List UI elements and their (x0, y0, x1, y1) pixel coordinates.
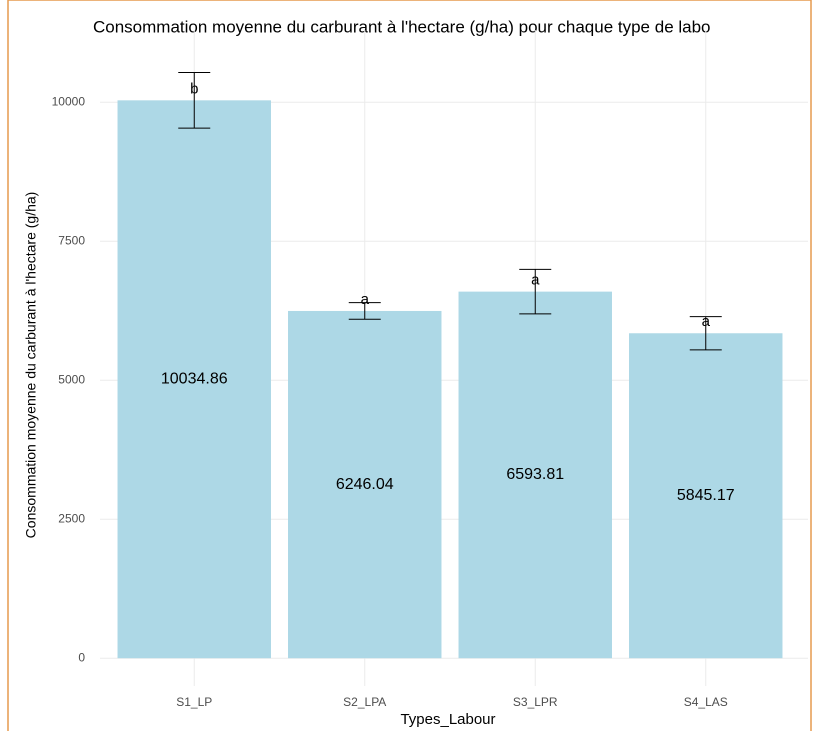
frame (7, 0, 812, 731)
significance-letter: a (531, 272, 540, 289)
significance-letter: a (361, 291, 370, 308)
bar (117, 100, 271, 659)
bar (288, 310, 442, 659)
value-label: 10034.86 (161, 370, 228, 387)
value-label: 6593.81 (506, 466, 564, 483)
x-tick-label: S1_LP (176, 695, 212, 709)
x-tick-label: S4_LAS (684, 695, 728, 709)
significance-letter: a (702, 313, 711, 330)
y-tick-label: 7500 (58, 233, 85, 247)
y-tick-label: 2500 (58, 511, 85, 525)
significance-letter: b (190, 80, 198, 97)
chart-title: Consommation moyenne du carburant à l'he… (93, 17, 711, 36)
value-label: 6246.04 (336, 476, 394, 493)
x-tick-label: S2_LPA (343, 695, 386, 709)
y-tick-label: 10000 (52, 94, 86, 108)
x-axis-label: Types_Labour (400, 711, 495, 728)
value-label: 5845.17 (677, 487, 735, 504)
y-axis-label: Consommation moyenne du carburant à l'he… (23, 192, 39, 539)
x-tick-label: S3_LPR (513, 695, 558, 709)
y-tick-label: 0 (78, 650, 85, 664)
bar (629, 333, 783, 659)
y-tick-label: 5000 (58, 372, 85, 386)
bar (458, 291, 612, 659)
